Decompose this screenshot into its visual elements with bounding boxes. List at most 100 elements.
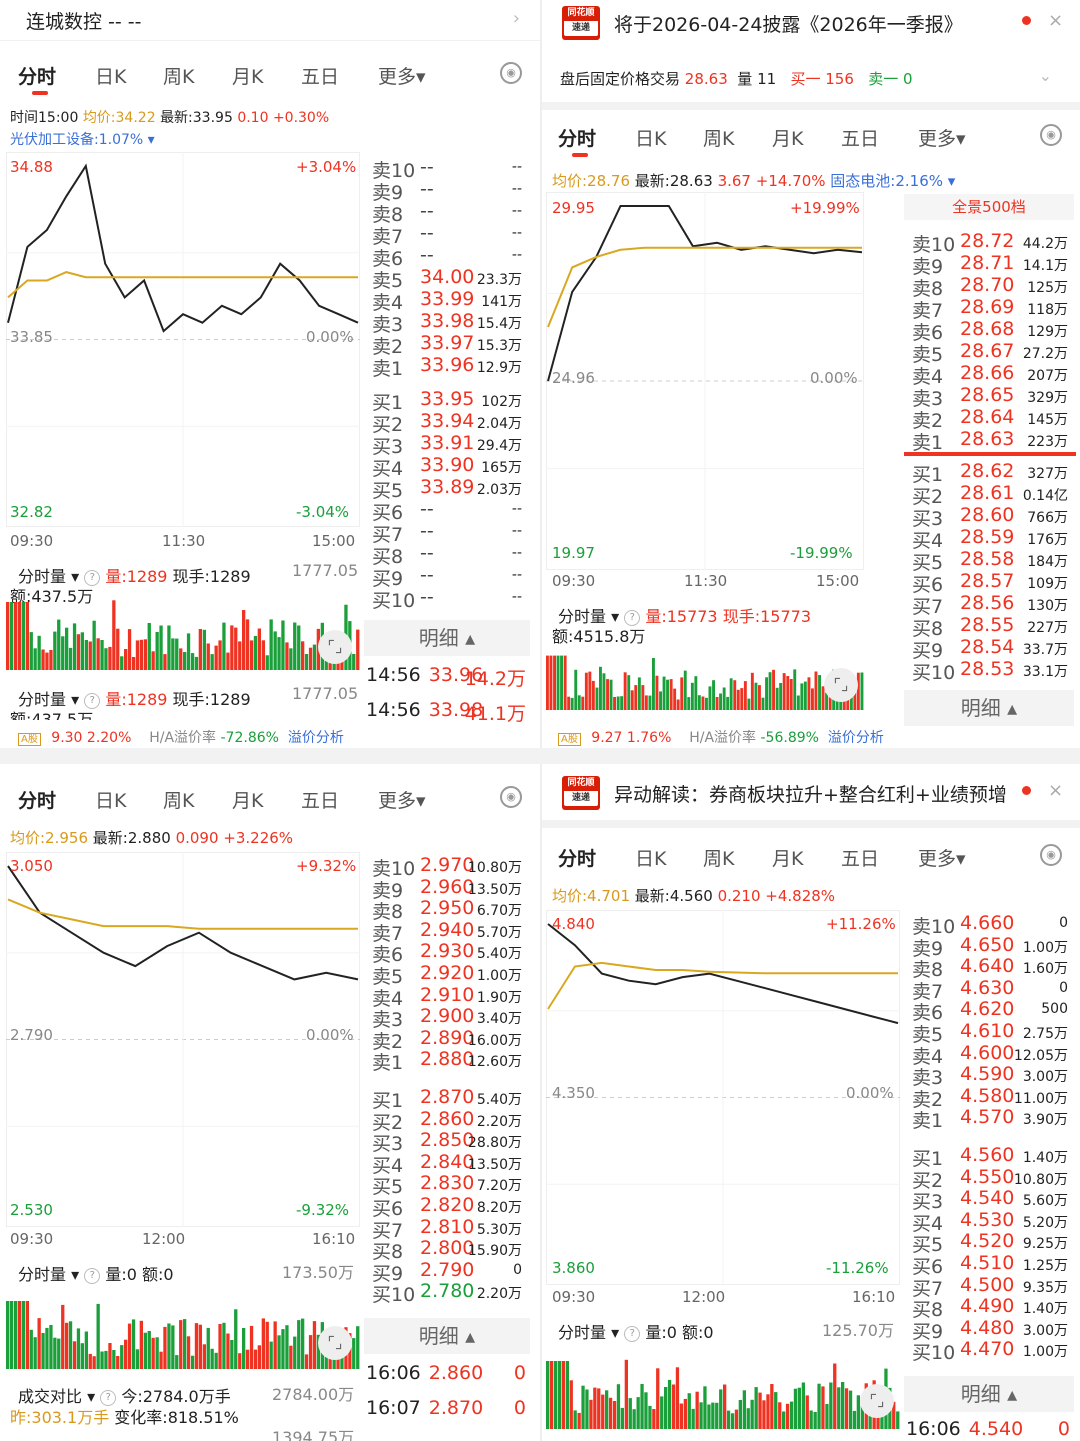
expand-icon[interactable]: ⌜⌟ [318, 1326, 352, 1360]
order-book-sell-row[interactable]: 卖4 4.600 12.05万 [912, 1042, 1074, 1068]
tab-monthly-k[interactable]: 月K [772, 128, 804, 150]
tab-monthly-k[interactable]: 月K [232, 790, 264, 812]
tab-fenshi[interactable]: 分时 [558, 128, 597, 150]
order-book-sell-row[interactable]: 卖1 33.96 12.9万 [372, 354, 528, 380]
stock-title-bar[interactable]: 连城数控 -- -- › [0, 0, 540, 41]
order-book-buy-row[interactable]: 买7 4.500 9.35万 [912, 1274, 1074, 1300]
tab-weekly-k[interactable]: 周K [703, 848, 735, 870]
help-icon[interactable]: ? [624, 1325, 641, 1342]
order-book-buy-row[interactable]: 买5 33.89 2.03万 [372, 476, 528, 502]
order-book-buy-row[interactable]: 买10 4.470 1.00万 [912, 1338, 1074, 1364]
order-book-buy-row[interactable]: 买1 4.560 1.40万 [912, 1144, 1074, 1170]
order-book-sell-row[interactable]: 卖7 2.940 5.70万 [372, 919, 528, 945]
expand-icon[interactable]: ⌜⌟ [318, 630, 352, 664]
order-book-buy-row[interactable]: 买2 4.550 10.80万 [912, 1166, 1074, 1192]
order-book-buy-row[interactable]: 买9 28.54 33.7万 [912, 636, 1074, 662]
order-book-buy-row[interactable]: 买10 28.53 33.1万 [912, 658, 1074, 684]
tab-daily-k[interactable]: 日K [95, 66, 127, 88]
expand-icon[interactable]: ⌜⌟ [824, 668, 858, 702]
tab-more[interactable]: 更多▾ [378, 790, 426, 812]
tab-weekly-k[interactable]: 周K [163, 790, 195, 812]
order-book-buy-row[interactable]: 买1 33.95 102万 [372, 388, 528, 414]
order-book-buy-row[interactable]: 买7 2.810 5.30万 [372, 1216, 528, 1242]
chevron-right-icon[interactable]: › [512, 8, 520, 29]
volume-type-dropdown[interactable]: 分时量 ▾ [18, 567, 80, 586]
tab-weekly-k[interactable]: 周K [163, 66, 195, 88]
order-book-buy-row[interactable]: 买9 -- -- [372, 564, 528, 590]
order-book-buy-row[interactable]: 买6 -- -- [372, 498, 528, 524]
order-book-buy-row[interactable]: 买8 4.490 1.40万 [912, 1295, 1074, 1321]
intraday-chart[interactable] [546, 192, 864, 570]
tab-daily-k[interactable]: 日K [635, 848, 667, 870]
order-book-sell-row[interactable]: 卖6 2.930 5.40万 [372, 940, 528, 966]
order-book-buy-row[interactable]: 买6 28.57 109万 [912, 570, 1074, 596]
order-book-sell-row[interactable]: 卖3 28.65 329万 [912, 384, 1074, 410]
tab-more[interactable]: 更多▾ [918, 128, 966, 150]
order-book-sell-row[interactable]: 卖5 2.920 1.00万 [372, 962, 528, 988]
tab-fenshi[interactable]: 分时 [18, 66, 57, 88]
settings-gear-icon[interactable]: ◉ [1040, 124, 1062, 146]
chevron-down-icon[interactable]: ⌄ [1038, 66, 1052, 85]
order-book-buy-row[interactable]: 买7 -- -- [372, 520, 528, 546]
premium-analysis-link[interactable]: 溢价分析 [287, 730, 344, 746]
order-book-sell-row[interactable]: 卖3 4.590 3.00万 [912, 1063, 1074, 1089]
order-book-buy-row[interactable]: 买1 2.870 5.40万 [372, 1086, 528, 1112]
order-book-sell-row[interactable]: 卖2 33.97 15.3万 [372, 332, 528, 358]
tab-weekly-k[interactable]: 周K [703, 128, 735, 150]
intraday-chart[interactable] [546, 910, 900, 1285]
help-icon[interactable]: ? [84, 1267, 101, 1284]
volume-type-dropdown[interactable]: 分时量 ▾ [558, 607, 620, 626]
order-book-buy-row[interactable]: 买1 28.62 327万 [912, 460, 1074, 486]
order-book-buy-row[interactable]: 买2 33.94 2.04万 [372, 410, 528, 436]
order-book-sell-row[interactable]: 卖1 28.63 223万 [912, 428, 1074, 454]
order-book-sell-row[interactable]: 卖2 4.580 11.00万 [912, 1085, 1074, 1111]
news-banner[interactable]: 同花顺 速递 将于2026-04-24披露《2026年一季报》 × [542, 0, 1080, 46]
order-book-sell-row[interactable]: 卖7 28.69 118万 [912, 296, 1074, 322]
order-book-sell-row[interactable]: 卖4 2.910 1.90万 [372, 984, 528, 1010]
tab-daily-k[interactable]: 日K [635, 128, 667, 150]
order-book-sell-row[interactable]: 卖8 2.950 6.70万 [372, 897, 528, 923]
order-book-sell-row[interactable]: 卖8 -- -- [372, 200, 528, 226]
tab-fenshi[interactable]: 分时 [18, 790, 57, 812]
order-book-sell-row[interactable]: 卖10 4.660 0 [912, 912, 1074, 938]
order-book-buy-row[interactable]: 买4 28.59 176万 [912, 526, 1074, 552]
order-book-sell-row[interactable]: 卖7 4.630 0 [912, 977, 1074, 1003]
order-book-buy-row[interactable]: 买3 28.60 766万 [912, 504, 1074, 530]
order-book-buy-row[interactable]: 买2 28.61 0.14亿 [912, 482, 1074, 508]
order-book-sell-row[interactable]: 卖5 4.610 2.75万 [912, 1020, 1074, 1046]
order-book-sell-row[interactable]: 卖7 -- -- [372, 222, 528, 248]
tab-five-day[interactable]: 五日 [841, 128, 880, 150]
intraday-chart[interactable] [6, 152, 360, 527]
compare-dropdown[interactable]: 成交对比 ▾ [18, 1387, 96, 1406]
sector-link[interactable]: 固态电池:2.16% ▾ [830, 172, 956, 190]
order-book-buy-row[interactable]: 买8 2.800 15.90万 [372, 1237, 528, 1263]
order-book-buy-row[interactable]: 买7 28.56 130万 [912, 592, 1074, 618]
order-book-sell-row[interactable]: 卖9 28.71 14.1万 [912, 252, 1074, 278]
tab-five-day[interactable]: 五日 [301, 790, 340, 812]
order-book-buy-row[interactable]: 买6 2.820 8.20万 [372, 1194, 528, 1220]
news-text[interactable]: 将于2026-04-24披露《2026年一季报》 [614, 14, 963, 36]
sector-link[interactable]: 光伏加工设备:1.07% ▾ [10, 132, 155, 148]
order-book-sell-row[interactable]: 卖9 2.960 13.50万 [372, 876, 528, 902]
order-book-sell-row[interactable]: 卖9 -- -- [372, 178, 528, 204]
after-hours-trade[interactable]: 盘后固定价格交易 28.63 量 11 买一 156 卖一 0 [560, 68, 913, 89]
tab-daily-k[interactable]: 日K [95, 790, 127, 812]
tab-five-day[interactable]: 五日 [301, 66, 340, 88]
order-book-buy-row[interactable]: 买5 28.58 184万 [912, 548, 1074, 574]
settings-gear-icon[interactable]: ◉ [500, 62, 522, 84]
order-book-buy-row[interactable]: 买8 28.55 227万 [912, 614, 1074, 640]
detail-toggle[interactable]: 明细 ▴ [364, 620, 530, 656]
order-book-sell-row[interactable]: 卖3 33.98 15.4万 [372, 310, 528, 336]
order-book-sell-row[interactable]: 卖10 28.72 44.2万 [912, 230, 1074, 256]
order-book-buy-row[interactable]: 买3 2.850 28.80万 [372, 1129, 528, 1155]
detail-toggle[interactable]: 明细 ▴ [904, 690, 1074, 726]
tab-monthly-k[interactable]: 月K [772, 848, 804, 870]
news-banner[interactable]: 同花顺 速递 异动解读：券商板块拉升+整合红利+业绩预增 × [542, 770, 1080, 816]
order-book-sell-row[interactable]: 卖10 2.970 10.80万 [372, 854, 528, 880]
settings-gear-icon[interactable]: ◉ [500, 786, 522, 808]
order-book-buy-row[interactable]: 买4 2.840 13.50万 [372, 1151, 528, 1177]
order-book-buy-row[interactable]: 买6 4.510 1.25万 [912, 1252, 1074, 1278]
tab-fenshi[interactable]: 分时 [558, 848, 597, 870]
order-book-sell-row[interactable]: 卖8 4.640 1.60万 [912, 955, 1074, 981]
order-book-sell-row[interactable]: 卖3 2.900 3.40万 [372, 1005, 528, 1031]
